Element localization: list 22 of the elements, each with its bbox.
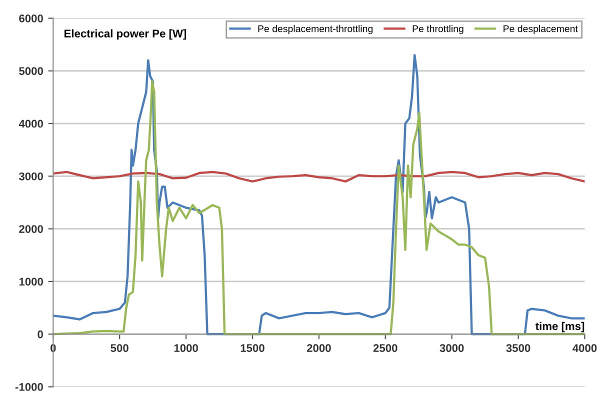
legend-label: Pe desplacement-throttling [258,25,373,34]
y-tick-label: 2000 [19,225,43,233]
line-series [53,170,585,183]
x-tick-label: 1000 [174,344,198,352]
x-axis-title: time [ms] [535,322,584,332]
y-tick-label: 5000 [19,67,43,76]
y-tick-label: 0 [38,330,43,338]
y-tick-label: 3000 [18,172,43,180]
x-tick-label: 3500 [506,344,530,352]
y-axis-title: Electrical power Pe [W] [64,29,186,40]
legend-label: Pe throttling [412,25,464,34]
x-tick-label: 500 [110,344,128,352]
y-tick-label: 6000 [19,14,43,22]
y-tick-label: -1000 [15,383,43,391]
y-tick-label: 4000 [18,120,43,128]
y-tick-label: 1000 [19,278,43,286]
legend-label: Pe desplacement [504,25,578,34]
x-tick-label: 2500 [373,344,398,352]
x-tick-label: 4000 [572,344,597,352]
x-tick-label: 2000 [306,344,331,352]
x-tick-label: 1500 [240,344,264,352]
x-tick-label: 3000 [440,344,464,352]
